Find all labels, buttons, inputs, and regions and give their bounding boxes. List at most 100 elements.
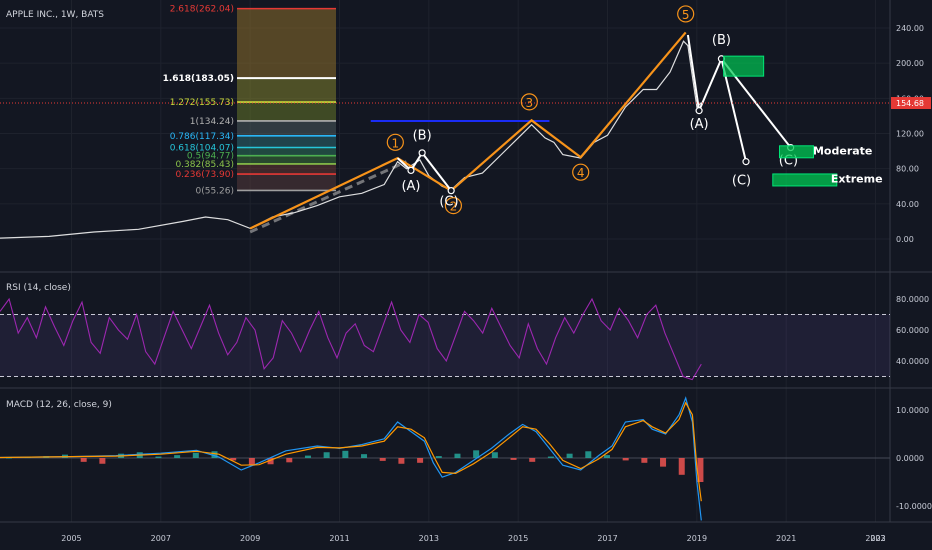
wave-number-label: 2	[450, 200, 458, 214]
fib-level-label: 0.618(104.07)	[170, 144, 234, 154]
fib-level-label: 0.786(117.34)	[170, 132, 234, 142]
price-tick-label: 40.00	[896, 200, 919, 209]
axes: 2005 2007 2009 2011 2013 2015 2017 2019 2021 2023…	[61, 24, 932, 543]
fib-trend-line	[249, 160, 408, 234]
macd-histogram-bar	[398, 458, 405, 464]
x-tick-label: 2021	[776, 534, 796, 543]
macd-histogram-bar	[566, 453, 573, 458]
x-tick-label: 2007	[151, 534, 171, 543]
macd-tick-label: 0.0000	[896, 454, 924, 463]
macd-histogram-bar	[286, 458, 293, 463]
macd-histogram-bar	[641, 458, 648, 463]
rsi-band-fill	[0, 314, 890, 377]
target-label-extreme: Extreme	[831, 173, 883, 186]
macd-histogram-bar	[211, 451, 218, 458]
macd-line	[0, 396, 702, 521]
macd-histogram-bar	[342, 450, 349, 458]
current-price-badge	[891, 97, 931, 110]
wave-pivot-point	[447, 187, 455, 195]
macd-histogram-bar	[697, 458, 704, 482]
macd-signal-line	[0, 401, 702, 502]
x-tick-label: 2011	[329, 534, 349, 543]
wave-pivot-point	[742, 158, 750, 166]
price-tick-label: 0.00	[896, 235, 914, 244]
price-tick-label: 80.00	[896, 165, 919, 174]
rsi-pane	[0, 297, 890, 381]
wave-number-circle	[677, 5, 695, 23]
wave-number-circle	[572, 163, 590, 181]
wave-letter-label: (C)	[439, 195, 458, 210]
fib-zone	[237, 102, 336, 121]
wave-letter-label: (B)	[712, 33, 731, 48]
rsi-tick-label: 40.0000	[896, 357, 929, 366]
wave-number-label: 3	[526, 96, 534, 110]
current-price-label: 154.68	[896, 99, 924, 108]
wave-number-label: 5	[682, 8, 690, 22]
wave-number-circle	[386, 133, 404, 151]
macd-histogram-bar	[267, 458, 274, 465]
wave-number-circle	[444, 196, 463, 215]
x-tick-label: 2017	[597, 534, 617, 543]
price-tick-label: 120.00	[896, 130, 924, 139]
target-label-moderate: Moderate	[813, 145, 872, 158]
macd-histogram-bar	[678, 458, 685, 475]
fib-zone	[237, 147, 336, 156]
fib-zone	[237, 78, 336, 103]
wave-letter-label: (B)	[413, 129, 432, 144]
x-tick-label: 2009	[240, 534, 260, 543]
fib-level-label: 2.618(262.04)	[170, 5, 234, 15]
price-tick-label: 240.00	[896, 24, 924, 33]
target-boxes: Moderate Extreme	[723, 55, 883, 187]
wave-number-label: 4	[577, 166, 585, 180]
fib-zone	[237, 135, 336, 148]
fib-zone	[237, 120, 336, 136]
macd-histogram-bar	[323, 452, 330, 458]
macd-histogram-bar	[491, 452, 498, 458]
macd-histogram-bar	[174, 455, 181, 458]
macd-histogram-bar	[417, 458, 424, 463]
fib-zone	[237, 155, 336, 164]
wave-letter-label: (C)	[732, 173, 751, 188]
macd-title: MACD (12, 26, close, 9)	[6, 400, 112, 410]
rsi-tick-label: 60.0000	[896, 326, 929, 335]
symbol-title: APPLE INC., 1W, BATS	[6, 10, 104, 20]
fibonacci-extension: 2.618(262.04)1.618(183.05)1.272(155.73)1…	[163, 5, 550, 234]
wave-pivot-point	[695, 107, 703, 115]
x-tick-label: 202	[870, 534, 885, 543]
macd-histogram-bar	[529, 458, 536, 462]
macd-histogram-bar	[248, 458, 255, 466]
x-tick-label: 2023	[865, 534, 885, 543]
fib-level-label: 0.236(73.90)	[175, 170, 234, 180]
macd-histogram-bar	[454, 453, 461, 458]
macd-histogram-bar	[622, 458, 629, 461]
macd-histogram-bar	[80, 458, 87, 462]
fib-zone	[237, 174, 336, 191]
macd-histogram-bar	[5, 457, 12, 459]
macd-histogram-bar	[435, 456, 442, 458]
price-tick-label: 200.00	[896, 59, 924, 68]
macd-histogram-bar	[192, 452, 199, 458]
macd-histogram-bar	[379, 458, 386, 461]
macd-tick-label: 10.0000	[896, 406, 929, 415]
wave-number-circle	[520, 93, 538, 111]
macd-histogram-bar	[603, 455, 610, 458]
rsi-line	[0, 297, 702, 381]
target-box-top	[723, 55, 765, 77]
macd-tick-label: -10.0000	[896, 502, 932, 511]
x-tick-label: 2015	[508, 534, 528, 543]
rsi-title: RSI (14, close)	[6, 283, 71, 293]
x-tick-label: 2013	[419, 534, 439, 543]
fib-zone	[237, 8, 336, 79]
wave-number-label: 1	[392, 136, 400, 150]
target-box-extreme	[772, 173, 838, 187]
macd-histogram-bar	[304, 455, 311, 458]
fib-level-label: 0(55.26)	[195, 186, 234, 196]
target-box-moderate	[778, 145, 814, 159]
x-tick-label: 2019	[687, 534, 707, 543]
macd-histogram-bar	[547, 456, 554, 458]
wave-letter-label: (A)	[401, 179, 420, 194]
macd-pane	[0, 396, 890, 521]
macd-histogram-bar	[361, 454, 368, 458]
corrective-wave-line	[396, 151, 452, 192]
